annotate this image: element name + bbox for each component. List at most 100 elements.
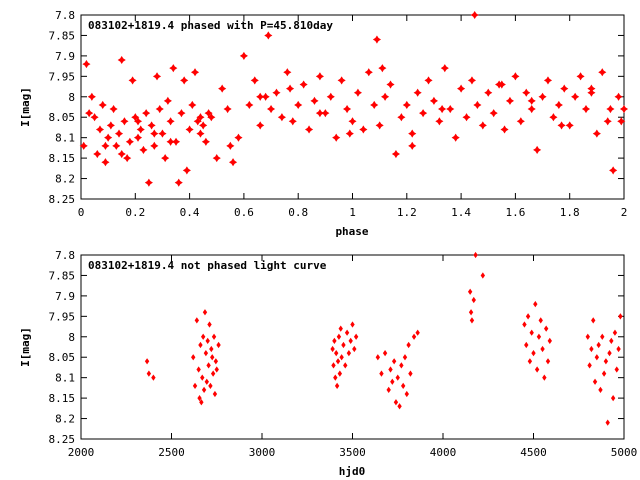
data-point [136, 125, 145, 134]
data-point [402, 100, 411, 110]
data-point [85, 109, 94, 118]
data-point [619, 104, 629, 114]
chart-title-light-curve: 083102+1819.4 not phased light curve [88, 259, 327, 272]
data-point [315, 109, 324, 118]
data-point [332, 337, 337, 344]
data-point [516, 117, 525, 126]
x-tick-label: 2 [621, 206, 628, 219]
y-tick-label: 8.05 [49, 111, 76, 124]
data-point [152, 72, 162, 81]
y-tick-label: 7.8 [55, 249, 75, 262]
data-point [576, 72, 585, 81]
data-point [440, 64, 449, 73]
x-tick-label: 3000 [249, 446, 276, 459]
x-tick-label: 0.2 [125, 206, 145, 219]
data-point [139, 145, 148, 154]
data-point [592, 378, 598, 385]
data-point [331, 362, 336, 369]
data-point [419, 109, 428, 118]
data-point [226, 141, 235, 150]
data-point [266, 104, 276, 114]
data-point [587, 84, 596, 93]
data-point [388, 366, 393, 373]
data-point [123, 154, 132, 163]
data-point [543, 76, 553, 85]
y-axis-ticks-phased: 7.8 7.85 7.9 7.95 8 8.05 8.1 8.15 8.2 8.25 [49, 9, 624, 206]
data-point [199, 399, 204, 406]
data-point [533, 145, 542, 154]
y-tick-label: 7.9 [55, 50, 75, 63]
y-tick-label: 8 [68, 91, 75, 104]
y-tick-label: 7.9 [55, 290, 75, 303]
data-point [150, 141, 159, 150]
y-tick-label: 8.2 [55, 413, 75, 426]
data-point [326, 92, 335, 101]
x-tick-label: 1.6 [505, 206, 525, 219]
data-point [527, 104, 536, 114]
data-point [364, 68, 373, 77]
x-tick-label: 4000 [430, 446, 457, 459]
data-point [601, 370, 607, 377]
data-point [147, 121, 156, 130]
data-point [337, 76, 346, 85]
data-point [408, 141, 417, 150]
data-point [386, 80, 395, 89]
y-axis-label-phased: I[mag] [19, 87, 32, 127]
data-point [605, 419, 610, 426]
data-point [117, 149, 126, 159]
data-point [199, 121, 208, 130]
x-tick-label: 2500 [158, 446, 185, 459]
data-point [554, 100, 563, 110]
data-point [527, 96, 536, 105]
data-point [404, 390, 409, 398]
data-point [196, 366, 201, 373]
data-point [315, 72, 324, 81]
data-point [305, 125, 314, 134]
data-point [209, 345, 214, 353]
data-point [343, 104, 352, 114]
y-tick-label: 8.15 [49, 392, 76, 405]
data-point [592, 129, 601, 138]
data-point [95, 125, 105, 134]
data-point [190, 68, 200, 77]
data-point [345, 129, 354, 138]
x-tick-label: 4500 [520, 446, 547, 459]
data-point [473, 100, 482, 110]
data-point [310, 96, 319, 105]
data-point [435, 117, 444, 126]
data-point [202, 309, 208, 316]
data-point [549, 113, 558, 122]
data-point [182, 166, 191, 175]
data-point [538, 317, 543, 324]
data-point [201, 137, 210, 146]
data-point [386, 386, 391, 394]
data-point [343, 362, 348, 369]
data-point [109, 104, 118, 114]
data-point [467, 76, 477, 85]
data-point [565, 121, 574, 130]
data-point [150, 129, 159, 138]
data-point [606, 104, 615, 114]
data-point [581, 104, 591, 114]
data-point [585, 333, 590, 340]
data-point [408, 370, 413, 377]
data-point [451, 133, 460, 142]
data-point [256, 121, 265, 130]
data-point [117, 55, 126, 65]
y-tick-label: 8.1 [55, 132, 75, 145]
data-point [557, 121, 566, 130]
y-tick-label: 8.05 [49, 351, 76, 364]
data-point [198, 341, 203, 349]
data-point [457, 84, 466, 93]
x-tick-label: 0 [78, 206, 85, 219]
data-point [214, 366, 219, 373]
x-tick-label: 1.2 [397, 206, 417, 219]
x-axis-ticks-phased: 0 0.2 0.4 0.6 0.8 1 1.2 1.4 1.6 1.8 2 [78, 15, 628, 219]
data-point [155, 104, 164, 114]
data-point [511, 72, 520, 81]
data-point [395, 374, 400, 381]
data-point [542, 374, 547, 381]
data-point [216, 341, 221, 349]
x-tick-label: 3500 [339, 446, 366, 459]
x-tick-label: 1.8 [560, 206, 580, 219]
